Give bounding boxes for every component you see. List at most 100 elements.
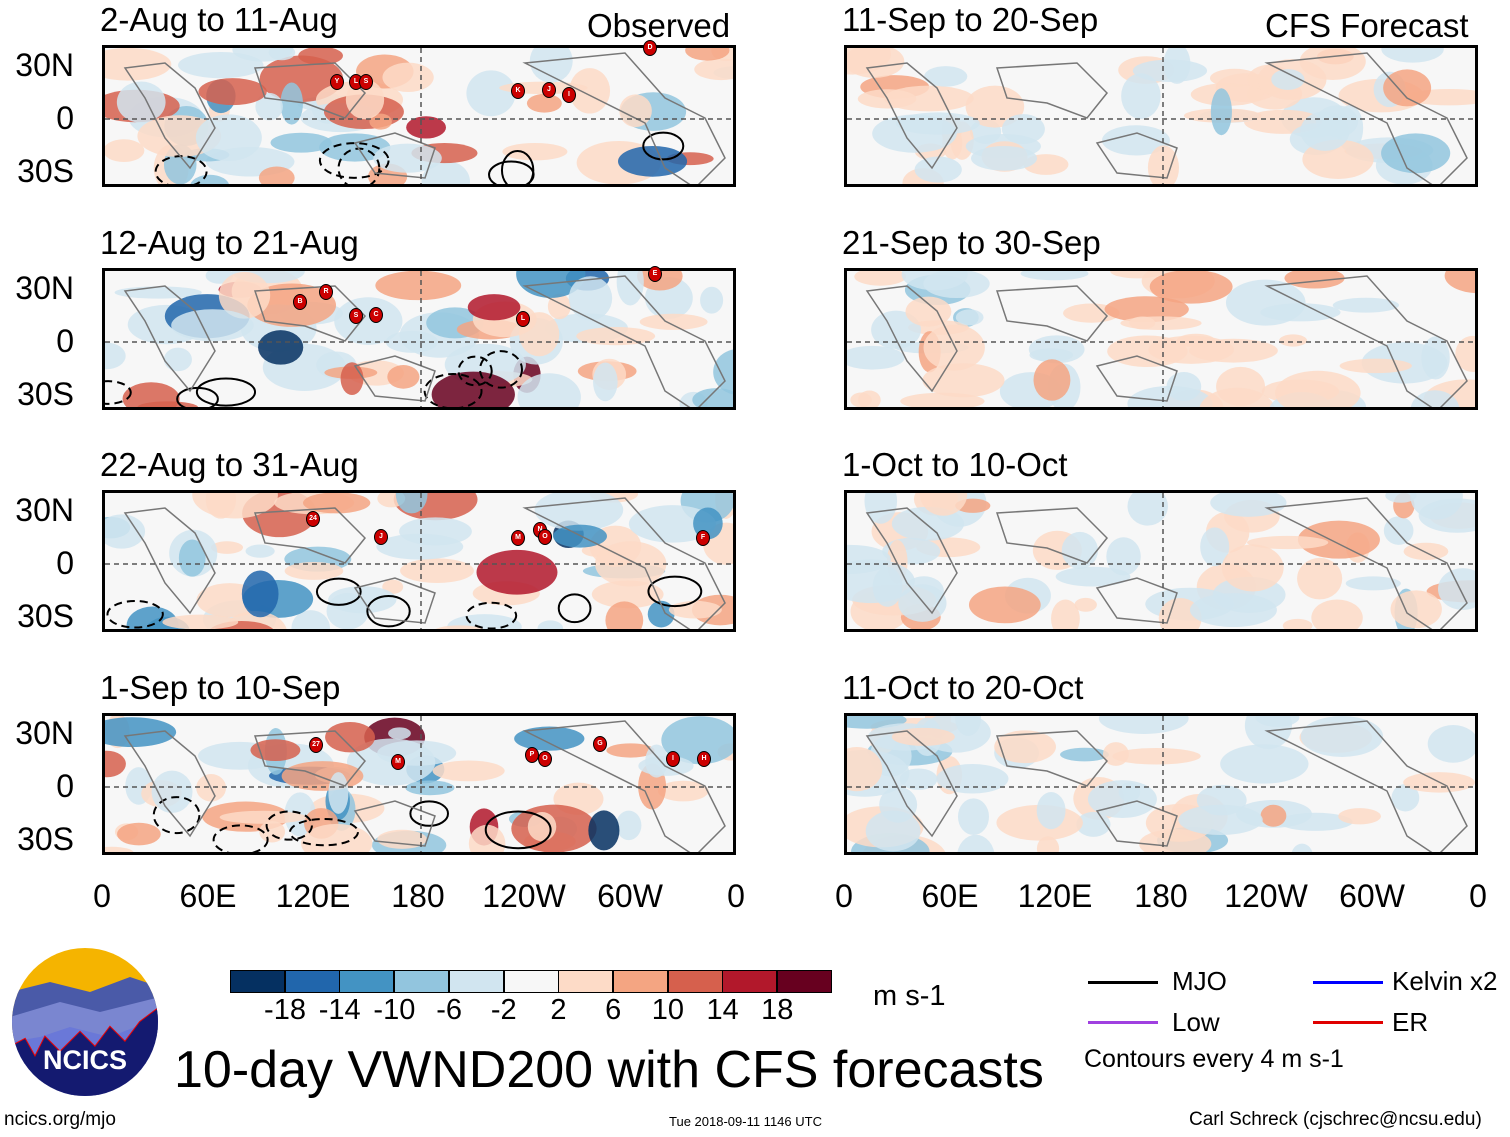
colorbar-label: 6 <box>605 994 622 1026</box>
x-tick: 120E <box>275 878 351 914</box>
colorbar-swatch <box>777 970 832 993</box>
tropical-cyclone-icon: P <box>525 747 539 763</box>
tropical-cyclone-icon: F <box>696 530 710 546</box>
x-tick: 0 <box>1469 878 1487 914</box>
colorbar-swatch <box>448 970 504 993</box>
panel-title: 22-Aug to 31-Aug <box>100 446 359 483</box>
footer-timestamp: Tue 2018-09-11 1146 UTC <box>669 1114 822 1129</box>
x-tick: 0 <box>835 878 853 914</box>
wind-anomaly-map <box>847 493 1475 629</box>
colorbar-label: -2 <box>490 994 517 1026</box>
x-tick: 120W <box>482 878 566 914</box>
panel-title: 2-Aug to 11-Aug <box>100 1 338 38</box>
tropical-cyclone-icon: 27 <box>309 737 323 753</box>
colorbar-label: 18 <box>761 994 794 1026</box>
map-panel-right-2 <box>844 268 1478 410</box>
map-panel-right-1 <box>844 45 1478 187</box>
tropical-cyclone-icon: O <box>538 529 552 545</box>
legend-kelvin: Kelvin x2 <box>1392 966 1498 996</box>
map-panel-left-4 <box>102 713 736 855</box>
colorbar-label: -6 <box>436 994 462 1026</box>
tropical-cyclone-icon: B <box>293 294 307 310</box>
x-tick: 120E <box>1017 878 1093 914</box>
wind-anomaly-map <box>105 716 733 852</box>
colorbar-swatch <box>503 970 559 993</box>
map-panel-right-4 <box>844 713 1478 855</box>
wind-anomaly-map <box>847 716 1475 852</box>
x-tick: 180 <box>1134 878 1188 914</box>
tropical-cyclone-icon: I <box>666 751 680 767</box>
wind-anomaly-map <box>105 271 733 407</box>
colorbar-swatch <box>612 970 668 993</box>
tropical-cyclone-icon: E <box>648 266 662 282</box>
x-tick: 180 <box>391 878 445 914</box>
y-tick: 0 <box>56 323 74 359</box>
y-tick: 0 <box>56 768 74 804</box>
wind-anomaly-map <box>847 271 1475 407</box>
y-tick: 0 <box>56 545 74 581</box>
contour-note: Contours every 4 m s-1 <box>1084 1045 1344 1073</box>
legend-mjo: MJO <box>1172 966 1227 996</box>
colorbar-swatch <box>394 970 450 993</box>
tropical-cyclone-icon: D <box>643 40 657 56</box>
logo-text: NCICS <box>43 1045 127 1075</box>
x-tick: 0 <box>93 878 111 914</box>
wind-anomaly-map <box>105 493 733 629</box>
main-title: 10-day VWND200 with CFS forecasts <box>174 1041 1044 1099</box>
colorbar-swatch <box>339 970 395 993</box>
forecast-header: CFS Forecast <box>1265 7 1469 44</box>
tropical-cyclone-icon: G <box>593 736 607 752</box>
y-tick: 30S <box>17 821 74 857</box>
ncics-logo: NCICS <box>12 948 158 1096</box>
mjo-line-icon <box>1088 981 1158 984</box>
panel-title: 11-Oct to 20-Oct <box>842 669 1084 706</box>
x-tick: 60E <box>179 878 237 914</box>
colorbar-label: 14 <box>706 994 739 1026</box>
tropical-cyclone-icon: J <box>542 82 556 98</box>
colorbar-swatch <box>230 970 285 993</box>
observed-header: Observed <box>587 7 731 44</box>
y-tick: 0 <box>56 100 74 136</box>
footer-author: Carl Schreck (cjschrec@ncsu.edu) <box>1189 1109 1482 1130</box>
low-line-icon <box>1088 1021 1158 1024</box>
tropical-cyclone-icon: S <box>349 308 363 324</box>
tropical-cyclone-icon: R <box>319 284 333 300</box>
y-tick: 30N <box>15 715 74 751</box>
map-panel-left-1 <box>102 45 736 187</box>
colorbar-label: 2 <box>550 994 567 1026</box>
tropical-cyclone-icon: O <box>538 751 552 767</box>
colorbar-swatch <box>558 970 614 993</box>
er-line-icon <box>1313 1021 1383 1024</box>
tropical-cyclone-icon: J <box>374 529 388 545</box>
tropical-cyclone-icon: M <box>391 754 405 770</box>
map-panel-right-3 <box>844 490 1478 632</box>
legend-low: Low <box>1172 1007 1220 1037</box>
y-tick: 30S <box>17 153 74 189</box>
y-tick: 30N <box>15 47 74 83</box>
colorbar-label: 10 <box>651 994 685 1026</box>
footer-url[interactable]: ncics.org/mjo <box>4 1109 116 1130</box>
legend-er: ER <box>1392 1007 1429 1037</box>
x-tick: 60W <box>597 878 663 914</box>
tropical-cyclone-icon: H <box>697 751 711 767</box>
panel-title: 21-Sep to 30-Sep <box>842 224 1101 261</box>
x-tick: 0 <box>727 878 745 914</box>
tropical-cyclone-icon: M <box>511 530 525 546</box>
tropical-cyclone-icon: C <box>369 307 383 323</box>
x-tick: 120W <box>1224 878 1308 914</box>
tropical-cyclone-icon: S <box>359 74 373 90</box>
tropical-cyclone-icon: 24 <box>306 511 320 527</box>
map-panel-left-2 <box>102 268 736 410</box>
tropical-cyclone-icon: Y <box>330 74 344 90</box>
tropical-cyclone-icon: K <box>511 83 525 99</box>
x-tick: 60W <box>1339 878 1405 914</box>
colorbar-swatch <box>667 970 723 993</box>
panel-title: 11-Sep to 20-Sep <box>842 1 1099 38</box>
y-tick: 30S <box>17 598 74 634</box>
x-tick: 60E <box>921 878 979 914</box>
panel-title: 1-Oct to 10-Oct <box>842 446 1068 483</box>
y-tick: 30N <box>15 270 74 306</box>
panel-title: 1-Sep to 10-Sep <box>100 669 341 706</box>
colorbar-label: -14 <box>318 994 361 1026</box>
tropical-cyclone-icon: L <box>516 311 530 327</box>
